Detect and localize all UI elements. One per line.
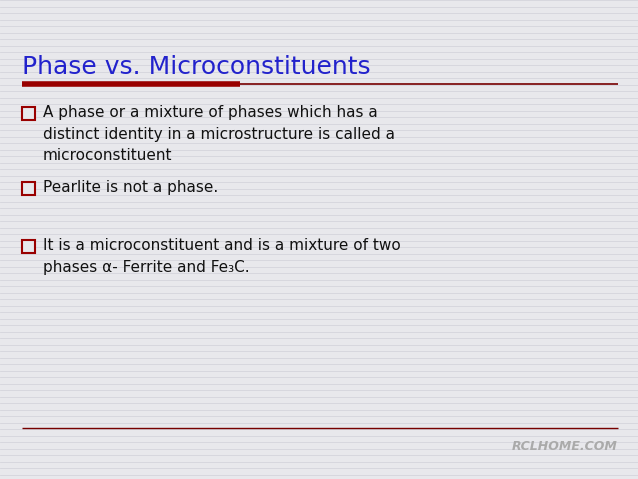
FancyBboxPatch shape (22, 240, 35, 253)
Text: Phase vs. Microconstituents: Phase vs. Microconstituents (22, 55, 371, 79)
Text: It is a microconstituent and is a mixture of two
phases α- Ferrite and Fe₃C.: It is a microconstituent and is a mixtur… (43, 238, 401, 274)
Text: Pearlite is not a phase.: Pearlite is not a phase. (43, 180, 218, 195)
FancyBboxPatch shape (22, 107, 35, 120)
Text: RCLHOME.COM: RCLHOME.COM (512, 440, 618, 453)
Text: A phase or a mixture of phases which has a
distinct identity in a microstructure: A phase or a mixture of phases which has… (43, 105, 395, 163)
FancyBboxPatch shape (22, 182, 35, 195)
